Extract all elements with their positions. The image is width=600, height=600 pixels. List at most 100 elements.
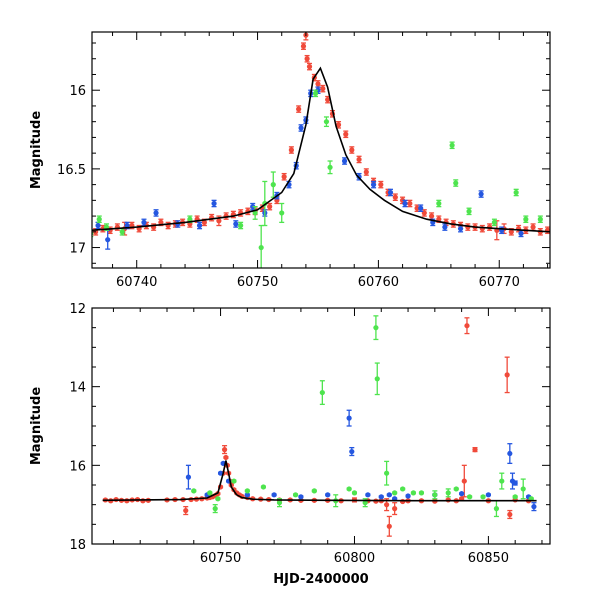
data-point-blue <box>211 200 217 207</box>
data-point-green <box>260 484 267 490</box>
data-point-blue <box>217 470 224 476</box>
data-point-blue <box>459 491 465 497</box>
data-point-green <box>212 506 218 512</box>
data-point-green <box>311 488 317 494</box>
top-panel-marks <box>92 32 550 268</box>
bottom-panel: 60750 60800 60850 12 14 16 18 Magnitude HJD-24… <box>29 302 551 587</box>
data-point-green <box>187 216 193 222</box>
bottom-panel-ticks: 60750 60800 60850 12 14 16 18 <box>69 302 550 566</box>
top-panel-ylabel: Magnitude <box>29 111 44 190</box>
y-tick-label: 16.5 <box>57 163 86 178</box>
data-point-blue <box>370 182 377 188</box>
data-point-red <box>140 498 146 504</box>
bottom-panel-xlabel: HJD-2400000 <box>273 572 368 587</box>
y-tick-label: 18 <box>69 538 86 553</box>
data-point-blue <box>457 226 464 232</box>
data-point-red <box>288 147 294 153</box>
data-point-blue <box>365 492 371 498</box>
data-point-red <box>472 447 478 453</box>
data-point-blue <box>271 492 277 498</box>
data-point-blue <box>386 492 392 498</box>
data-point-red <box>464 323 470 329</box>
data-point-blue <box>185 474 192 480</box>
y-tick-label: 12 <box>69 302 86 317</box>
data-point-red <box>221 447 228 453</box>
data-point-red <box>363 169 369 175</box>
data-point-green <box>384 470 390 476</box>
data-point-green <box>418 490 425 496</box>
data-point-red <box>158 219 164 225</box>
data-point-green <box>252 210 258 216</box>
data-point-green <box>327 164 333 170</box>
data-point-blue <box>531 504 537 510</box>
data-point-blue <box>512 480 518 486</box>
data-point-green <box>215 496 221 502</box>
x-tick-label: 60740 <box>116 275 157 290</box>
data-point-green <box>392 490 398 496</box>
data-point-green <box>432 492 438 498</box>
data-point-red <box>378 182 384 188</box>
data-point-red <box>300 43 307 49</box>
data-point-red <box>183 507 189 514</box>
data-point-blue <box>233 221 239 227</box>
y-tick-label: 17 <box>69 242 86 257</box>
data-point-green <box>374 376 380 382</box>
data-point-blue <box>95 222 101 229</box>
data-point-red <box>400 498 406 505</box>
data-point-green <box>520 486 526 492</box>
data-point-blue <box>402 200 408 207</box>
data-point-green <box>279 210 285 216</box>
data-point-red <box>335 122 342 128</box>
data-point-green <box>191 488 197 494</box>
data-point-green <box>480 494 486 500</box>
data-point-green <box>466 208 472 214</box>
data-point-green <box>292 492 299 498</box>
data-point-red <box>507 511 513 518</box>
data-point-green <box>207 490 213 496</box>
data-point-blue <box>298 125 304 131</box>
data-point-green <box>467 494 473 500</box>
data-point-red <box>306 64 313 70</box>
data-point-blue <box>478 191 484 197</box>
data-point-red <box>320 86 326 92</box>
data-point-green <box>231 478 237 484</box>
data-point-blue <box>153 210 159 216</box>
data-point-red <box>414 205 420 211</box>
data-point-green <box>513 189 519 196</box>
y-tick-label: 14 <box>69 381 86 396</box>
bottom-panel-ylabel: Magnitude <box>29 387 44 466</box>
data-point-blue <box>507 450 513 457</box>
data-point-blue <box>346 415 352 421</box>
data-point-green <box>351 490 358 496</box>
data-point-green <box>491 219 498 225</box>
data-point-blue <box>349 448 355 455</box>
data-point-blue <box>442 224 448 230</box>
data-point-green <box>346 486 352 492</box>
data-point-red <box>216 218 222 224</box>
data-point-green <box>493 506 500 512</box>
data-point-green <box>119 229 125 235</box>
data-point-red <box>325 97 331 103</box>
data-point-green <box>319 389 325 396</box>
top-panel-ticks: 60740 60750 60760 60770 16 16.5 17 <box>57 32 550 290</box>
data-point-red <box>296 106 302 112</box>
y-tick-label: 16 <box>69 84 86 99</box>
data-point-blue <box>418 205 424 211</box>
data-point-blue <box>405 493 411 499</box>
y-tick-label: 16 <box>69 459 86 474</box>
data-point-green <box>453 180 459 186</box>
x-tick-label: 60850 <box>468 551 509 566</box>
data-point-red <box>386 523 392 529</box>
data-point-green <box>258 244 264 251</box>
data-point-green <box>373 325 379 331</box>
data-point-green <box>96 216 102 222</box>
bottom-panel-marks <box>102 315 537 537</box>
data-point-green <box>362 500 368 506</box>
data-point-green <box>445 490 451 496</box>
data-point-green <box>523 216 529 222</box>
x-tick-label: 60750 <box>237 275 278 290</box>
model-curve <box>102 460 537 502</box>
data-point-red <box>392 506 398 512</box>
data-point-red <box>407 200 413 207</box>
data-point-red <box>508 229 514 235</box>
